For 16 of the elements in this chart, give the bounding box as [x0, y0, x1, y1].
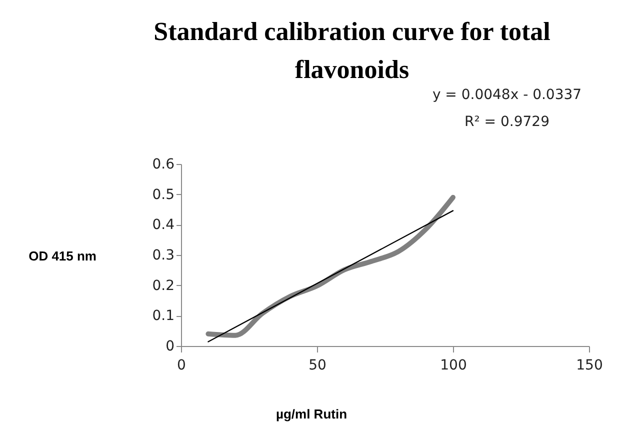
x-tick-label: 50	[308, 358, 326, 374]
x-tick-label: 150	[576, 358, 603, 374]
y-tick-label: 0.6	[152, 156, 175, 172]
x-axis-title: µg/ml Rutin	[276, 406, 348, 422]
chart-title: Standard calibration curve for total flavonoids	[154, 17, 550, 84]
y-tick-label: 0	[166, 338, 174, 354]
y-tick-label: 0.3	[152, 248, 174, 264]
text: y = 0.0048x - 0.0337	[432, 87, 582, 103]
y-tick-label: 0.5	[152, 186, 174, 203]
x-tick-label: 0	[177, 358, 186, 374]
y-axis-title: OD 415 nm	[28, 248, 96, 264]
text: R² = 0.9729	[464, 114, 550, 130]
y-tick-label: 0.1	[152, 308, 174, 324]
x-tick-label: 100	[440, 358, 467, 374]
y-tick-label: 0.4	[152, 217, 175, 234]
y-tick-label: 0.2	[152, 278, 174, 294]
